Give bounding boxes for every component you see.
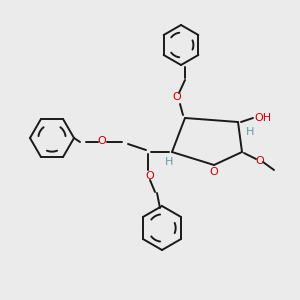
Text: O: O	[146, 171, 154, 181]
Text: O: O	[210, 167, 218, 177]
Text: O: O	[256, 156, 264, 166]
Text: H: H	[165, 157, 173, 167]
Text: OH: OH	[254, 113, 272, 123]
Text: H: H	[246, 127, 254, 137]
Text: O: O	[98, 136, 106, 146]
Text: O: O	[172, 92, 182, 102]
